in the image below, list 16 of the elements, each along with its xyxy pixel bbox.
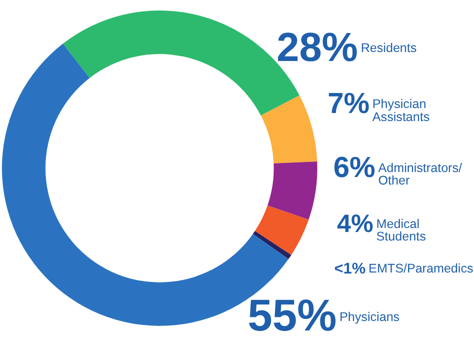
donut-slice xyxy=(260,95,318,164)
data-label: 28% xyxy=(276,24,358,70)
slice-label: Residents xyxy=(360,41,417,56)
donut-slice xyxy=(252,230,292,260)
slice-label: Physicians xyxy=(340,310,400,324)
data-label: 4% xyxy=(337,210,374,238)
data-label: 7% xyxy=(328,88,370,120)
data-label: <1% xyxy=(334,260,366,278)
donut-slice xyxy=(268,161,318,220)
slice-label: Medical Students xyxy=(376,217,426,244)
data-label: 55% xyxy=(248,292,337,341)
slice-label: Physician Assistants xyxy=(372,97,430,124)
data-label: 6% xyxy=(333,152,376,184)
slice-label: Administrators/ Other xyxy=(378,161,463,188)
donut-slice xyxy=(254,205,309,255)
slice-label: EMTS/Paramedics xyxy=(368,262,474,276)
